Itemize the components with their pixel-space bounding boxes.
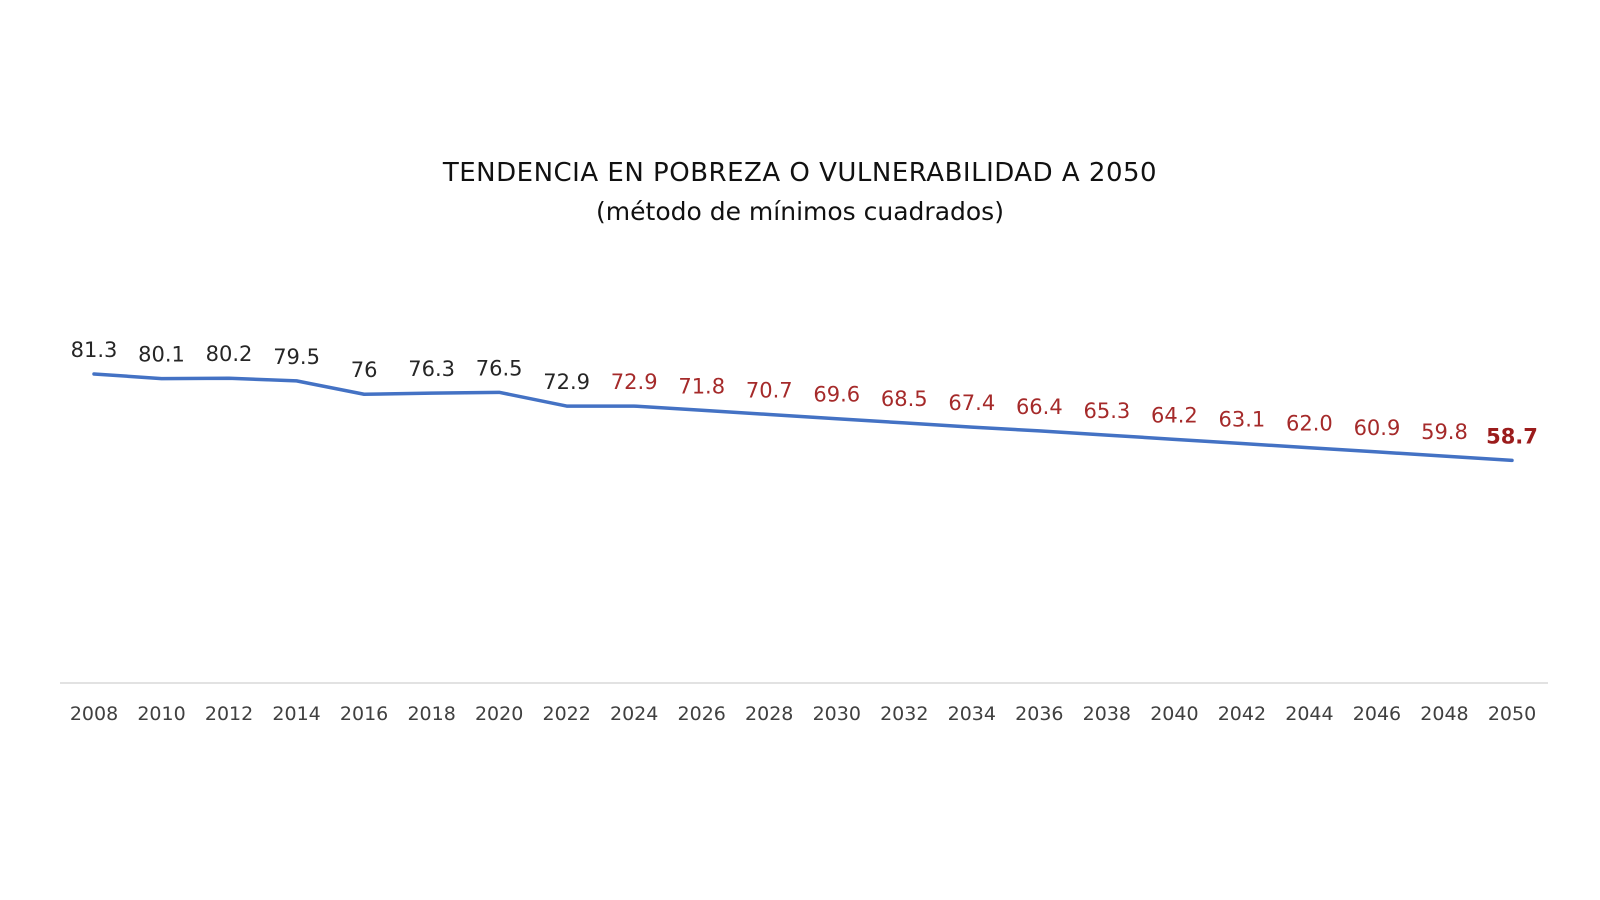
data-label: 80.2 bbox=[206, 342, 253, 366]
data-labels: 81.3 80.1 80.2 79.5 76 76.3 76.5 72.9 72.9 71.8 70… bbox=[71, 338, 1538, 448]
x-tick-label: 2036 bbox=[1015, 703, 1063, 725]
data-label: 69.6 bbox=[813, 383, 860, 407]
x-tick-label: 2050 bbox=[1488, 703, 1536, 725]
x-tick-label: 2030 bbox=[813, 703, 861, 725]
x-axis-ticks: 2008 2010 2012 2014 2016 2018 2020 2022 2024 2026… bbox=[70, 703, 1536, 725]
x-tick-label: 2018 bbox=[407, 703, 455, 725]
data-label: 60.9 bbox=[1354, 416, 1401, 440]
data-label: 63.1 bbox=[1219, 408, 1266, 432]
data-label: 80.1 bbox=[138, 343, 185, 367]
data-label: 71.8 bbox=[678, 374, 725, 398]
data-label: 58.7 bbox=[1486, 424, 1538, 448]
data-label: 76.5 bbox=[476, 356, 523, 380]
x-tick-label: 2034 bbox=[948, 703, 996, 725]
data-label: 68.5 bbox=[881, 387, 928, 411]
chart-subtitle: (método de mínimos cuadrados) bbox=[596, 197, 1004, 226]
data-label: 76 bbox=[351, 358, 378, 382]
data-label: 76.3 bbox=[408, 357, 455, 381]
x-tick-label: 2048 bbox=[1420, 703, 1468, 725]
data-label: 81.3 bbox=[71, 338, 118, 362]
x-tick-label: 2012 bbox=[205, 703, 253, 725]
data-label: 65.3 bbox=[1083, 399, 1130, 423]
data-label: 64.2 bbox=[1151, 403, 1198, 427]
x-tick-label: 2024 bbox=[610, 703, 658, 725]
data-label: 59.8 bbox=[1421, 420, 1468, 444]
data-label: 66.4 bbox=[1016, 395, 1063, 419]
x-tick-label: 2026 bbox=[678, 703, 726, 725]
x-tick-label: 2046 bbox=[1353, 703, 1401, 725]
series-line bbox=[92, 372, 1514, 463]
data-label: 72.9 bbox=[543, 370, 590, 394]
x-tick-label: 2020 bbox=[475, 703, 523, 725]
x-tick-label: 2032 bbox=[880, 703, 928, 725]
x-tick-label: 2016 bbox=[340, 703, 388, 725]
data-label: 70.7 bbox=[746, 378, 793, 402]
x-tick-label: 2044 bbox=[1285, 703, 1333, 725]
x-tick-label: 2022 bbox=[542, 703, 590, 725]
x-tick-label: 2042 bbox=[1218, 703, 1266, 725]
x-tick-label: 2014 bbox=[272, 703, 320, 725]
data-label: 79.5 bbox=[273, 345, 320, 369]
data-label: 62.0 bbox=[1286, 412, 1333, 436]
chart-title: TENDENCIA EN POBREZA O VULNERABILIDAD A … bbox=[442, 158, 1158, 188]
x-tick-label: 2040 bbox=[1150, 703, 1198, 725]
x-tick-label: 2028 bbox=[745, 703, 793, 725]
data-label: 72.9 bbox=[611, 370, 658, 394]
x-tick-label: 2008 bbox=[70, 703, 118, 725]
data-label: 67.4 bbox=[948, 391, 995, 415]
x-tick-label: 2038 bbox=[1083, 703, 1131, 725]
x-tick-label: 2010 bbox=[137, 703, 185, 725]
